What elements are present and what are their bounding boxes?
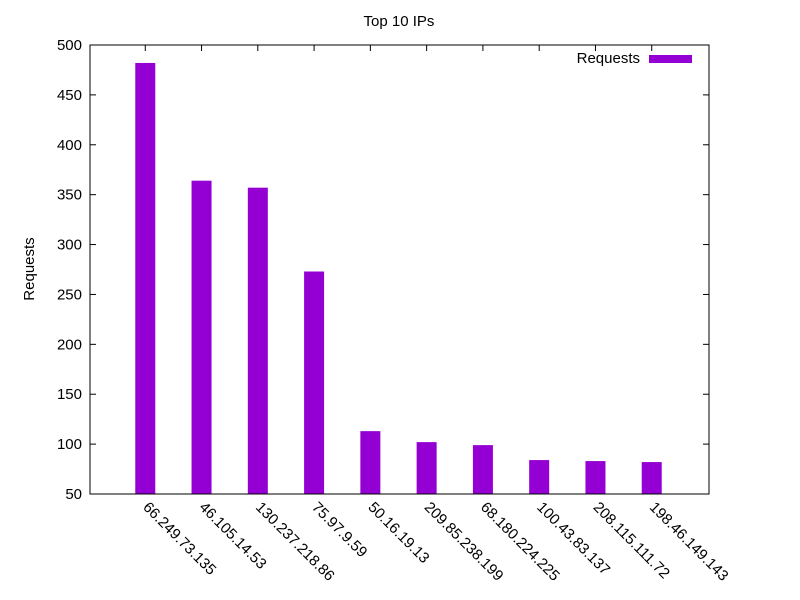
y-tick-label: 300 (57, 237, 82, 254)
y-tick-label: 350 (57, 187, 82, 204)
bar (304, 271, 325, 494)
y-tick-label: 100 (57, 436, 82, 453)
bar (360, 431, 381, 494)
y-tick-label: 500 (57, 37, 82, 54)
y-tick-label: 150 (57, 386, 82, 403)
bar (641, 462, 662, 494)
y-tick-label: 250 (57, 286, 82, 303)
bar (585, 461, 606, 494)
chart-title: Top 10 IPs (364, 13, 435, 30)
bar (529, 460, 550, 494)
y-tick-labels: 50 100 150 200 250 300 350 400 450 500 (57, 37, 82, 503)
y-tick-label: 200 (57, 336, 82, 353)
legend: Requests (577, 50, 692, 67)
bars (135, 62, 662, 495)
bar (191, 180, 212, 494)
bar (247, 187, 268, 494)
y-tick-label: 50 (65, 486, 82, 503)
bar (472, 445, 493, 494)
plot-frame (89, 44, 710, 495)
bar (416, 442, 437, 494)
y-axis-title: Requests (21, 237, 38, 300)
legend-label: Requests (577, 50, 640, 67)
y-tick-label: 450 (57, 87, 82, 104)
axis-ticks (90, 44, 709, 495)
y-tick-label: 400 (57, 137, 82, 154)
legend-swatch (649, 55, 692, 63)
bar (135, 62, 156, 495)
x-tick-labels: 66.249.73.13546.105.14.53130.237.218.867… (139, 499, 731, 585)
